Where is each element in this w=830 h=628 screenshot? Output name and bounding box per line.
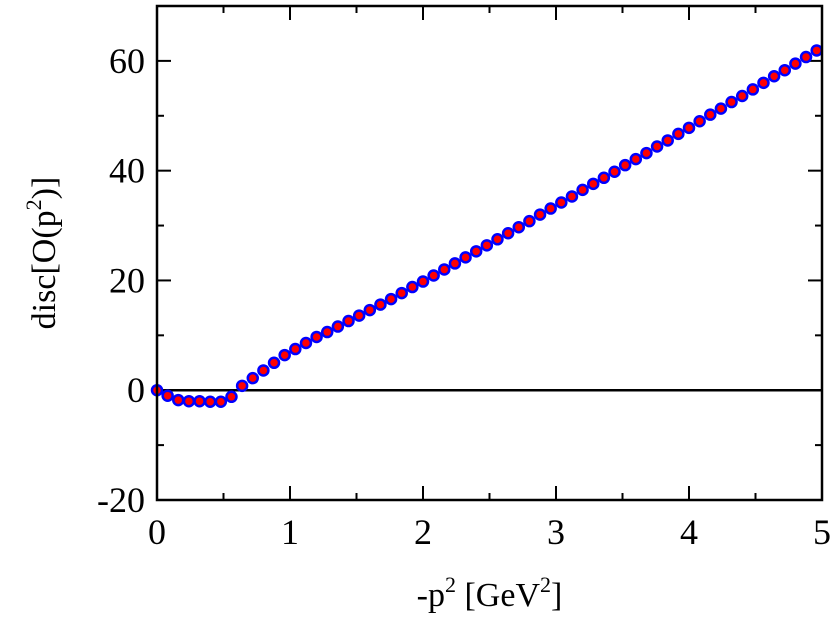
data-point [672, 127, 685, 141]
data-point [320, 325, 334, 339]
x-tick-label: 1 [281, 512, 299, 552]
data-point [182, 394, 196, 408]
y-tick-label: 60 [109, 41, 145, 81]
data-point [544, 202, 557, 215]
data-point [704, 108, 717, 121]
data-point [172, 393, 185, 407]
x-axis-label: -p2 [GeV2] [417, 572, 563, 614]
y-tick-label: -20 [97, 480, 145, 520]
y-axis-label-sup: 2 [21, 199, 46, 210]
y-tick-label: 0 [127, 370, 145, 410]
data-point [555, 196, 568, 209]
data-point [746, 83, 760, 96]
data-point [661, 134, 674, 147]
x-tick-label: 0 [148, 512, 166, 552]
data-point [501, 226, 515, 240]
data-point [363, 303, 377, 317]
data-point [374, 298, 387, 311]
data-point [278, 348, 291, 362]
x-axis-label-pre: -p [417, 577, 445, 614]
x-axis-label-post: ] [551, 577, 562, 614]
data-point [767, 70, 781, 83]
data-point [725, 95, 738, 109]
data-point [533, 208, 547, 221]
data-point [246, 371, 260, 385]
data-point [597, 171, 611, 185]
data-point [352, 309, 366, 322]
y-axis-label-post: )] [26, 177, 63, 200]
data-point [682, 121, 696, 135]
data-point [757, 76, 770, 90]
data-point [448, 257, 462, 270]
data-point [480, 239, 494, 252]
ticks-group [156, 6, 823, 501]
data-point [203, 395, 217, 408]
data-point [693, 115, 706, 128]
data-point [789, 57, 802, 70]
data-point [384, 292, 398, 306]
data-point [289, 342, 302, 356]
data-point [406, 280, 419, 294]
x-tick-label: 2 [414, 512, 432, 552]
x-axis-label-mid: [GeV [456, 577, 540, 614]
data-point [608, 165, 621, 179]
data-point [193, 394, 206, 408]
data-point [299, 336, 313, 350]
data-point [565, 190, 579, 203]
data-point [650, 140, 664, 153]
data-point [214, 395, 228, 408]
data-point [523, 214, 536, 228]
data-point [618, 158, 632, 172]
y-tick-label: 40 [109, 151, 145, 191]
data-point [438, 263, 451, 276]
data-point [225, 390, 238, 404]
y-tick-label: 20 [109, 260, 145, 300]
data-point [778, 63, 792, 77]
data-point [331, 320, 345, 333]
x-axis-label-sup: 2 [445, 572, 456, 597]
data-point [235, 379, 249, 393]
data-point [427, 269, 440, 282]
plot-frame [155, 4, 824, 502]
data-point [714, 102, 728, 115]
data-point [799, 50, 813, 64]
x-axis-label-sup2: 2 [540, 572, 551, 597]
y-axis-label-pre: disc[O(p [26, 210, 63, 329]
data-points-group [150, 44, 823, 408]
data-point [586, 177, 600, 191]
data-point [491, 233, 504, 246]
data-point [735, 89, 749, 103]
data-point [512, 220, 526, 234]
data-point [161, 389, 174, 402]
y-axis-label: disc[O(p2)] [21, 177, 63, 330]
data-point [629, 152, 643, 166]
data-point [267, 356, 281, 370]
data-point [810, 44, 823, 57]
data-point [257, 364, 270, 377]
data-point [416, 275, 430, 288]
x-tick-label: 5 [813, 512, 830, 552]
data-point [640, 146, 653, 160]
x-tick-label: 3 [547, 512, 565, 552]
data-point [395, 286, 408, 300]
data-point [310, 330, 323, 344]
data-point [342, 314, 355, 328]
data-point [469, 245, 483, 258]
x-tick-label: 4 [680, 512, 698, 552]
data-point [459, 251, 472, 264]
data-point [576, 183, 589, 197]
